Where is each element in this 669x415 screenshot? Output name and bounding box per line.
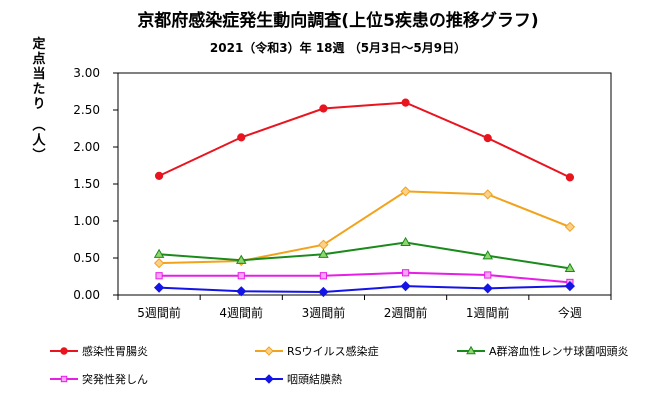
series-line [159,190,571,265]
data-point [482,189,493,200]
data-point [155,272,163,280]
x-tick-label: 2週間前 [384,305,428,320]
series-3 [155,269,574,287]
legend-item: 突発性発しん [50,372,148,386]
legend-label: 突発性発しん [82,372,148,386]
series-4 [153,281,576,298]
series-line [159,271,571,284]
legend-label: 咽頭結膜熱 [287,372,342,386]
data-point [153,282,165,293]
y-tick-label: 1.00 [73,214,100,228]
legend-item: RSウイルス感染症 [255,344,379,358]
y-axis-label: 定点当たり （人） [30,36,47,163]
legend-item: 咽頭結膜熱 [255,372,342,386]
data-point [564,262,576,272]
legend-marker [466,345,476,355]
data-point [154,171,164,180]
data-point [564,221,576,233]
x-axis: 5週間前 4週間前 3週間前 2週間前 1週間前 今週 [117,295,612,320]
data-point [153,258,165,269]
x-tick-label: 今週 [558,305,582,320]
data-point [564,281,576,292]
legend-marker [264,374,274,384]
data-point [236,286,247,297]
data-point [318,286,329,298]
chart-subtitle: 2021（令和3）年 18週 （5月3日～5月9日） [210,40,466,55]
x-tick-label: 1週間前 [466,305,510,320]
y-tick-label: 0.00 [73,288,100,302]
y-tick-label: 3.00 [73,66,100,80]
data-point [400,281,411,292]
series-line [158,101,571,179]
chart-title: 京都府感染症発生動向調査(上位5疾患の推移グラフ) [137,10,538,31]
data-point [401,269,410,277]
x-tick-label: 5週間前 [137,305,181,320]
data-point [319,104,328,113]
data-point [237,133,246,142]
legend-label: 感染性胃腸炎 [82,344,148,358]
data-point [482,250,494,260]
y-axis: 0.00 0.50 1.00 1.50 2.00 2.50 3.00 [73,66,118,302]
data-point [483,134,492,143]
legend-marker [60,375,68,383]
series-0 [154,98,575,182]
y-tick-label: 0.50 [73,251,100,265]
legend-item: 感染性胃腸炎 [50,344,148,358]
data-point [484,271,492,279]
legend-label: A群溶血性レンサ球菌咽頭炎 [489,344,629,358]
data-point [401,98,410,107]
legend-label: RSウイルス感染症 [287,344,379,358]
data-point [400,236,411,247]
series-line [159,241,571,270]
series-line [159,285,570,294]
data-point [235,254,247,264]
x-tick-label: 4週間前 [219,305,263,320]
data-point [318,248,329,258]
data-point [153,248,165,258]
data-point [319,272,328,280]
series-1 [153,186,576,269]
legend-marker [264,346,274,356]
data-point [237,272,245,280]
y-tick-label: 1.50 [73,177,100,191]
series-2 [153,236,576,272]
legend-item: A群溶血性レンサ球菌咽頭炎 [457,344,629,358]
data-point [565,173,575,182]
x-tick-label: 3週間前 [302,305,346,320]
legend-marker [60,347,68,355]
data-point [400,186,411,197]
y-tick-label: 2.00 [73,140,100,154]
series-layer [153,98,576,298]
y-tick-label: 2.50 [73,103,100,117]
data-point [482,283,493,294]
